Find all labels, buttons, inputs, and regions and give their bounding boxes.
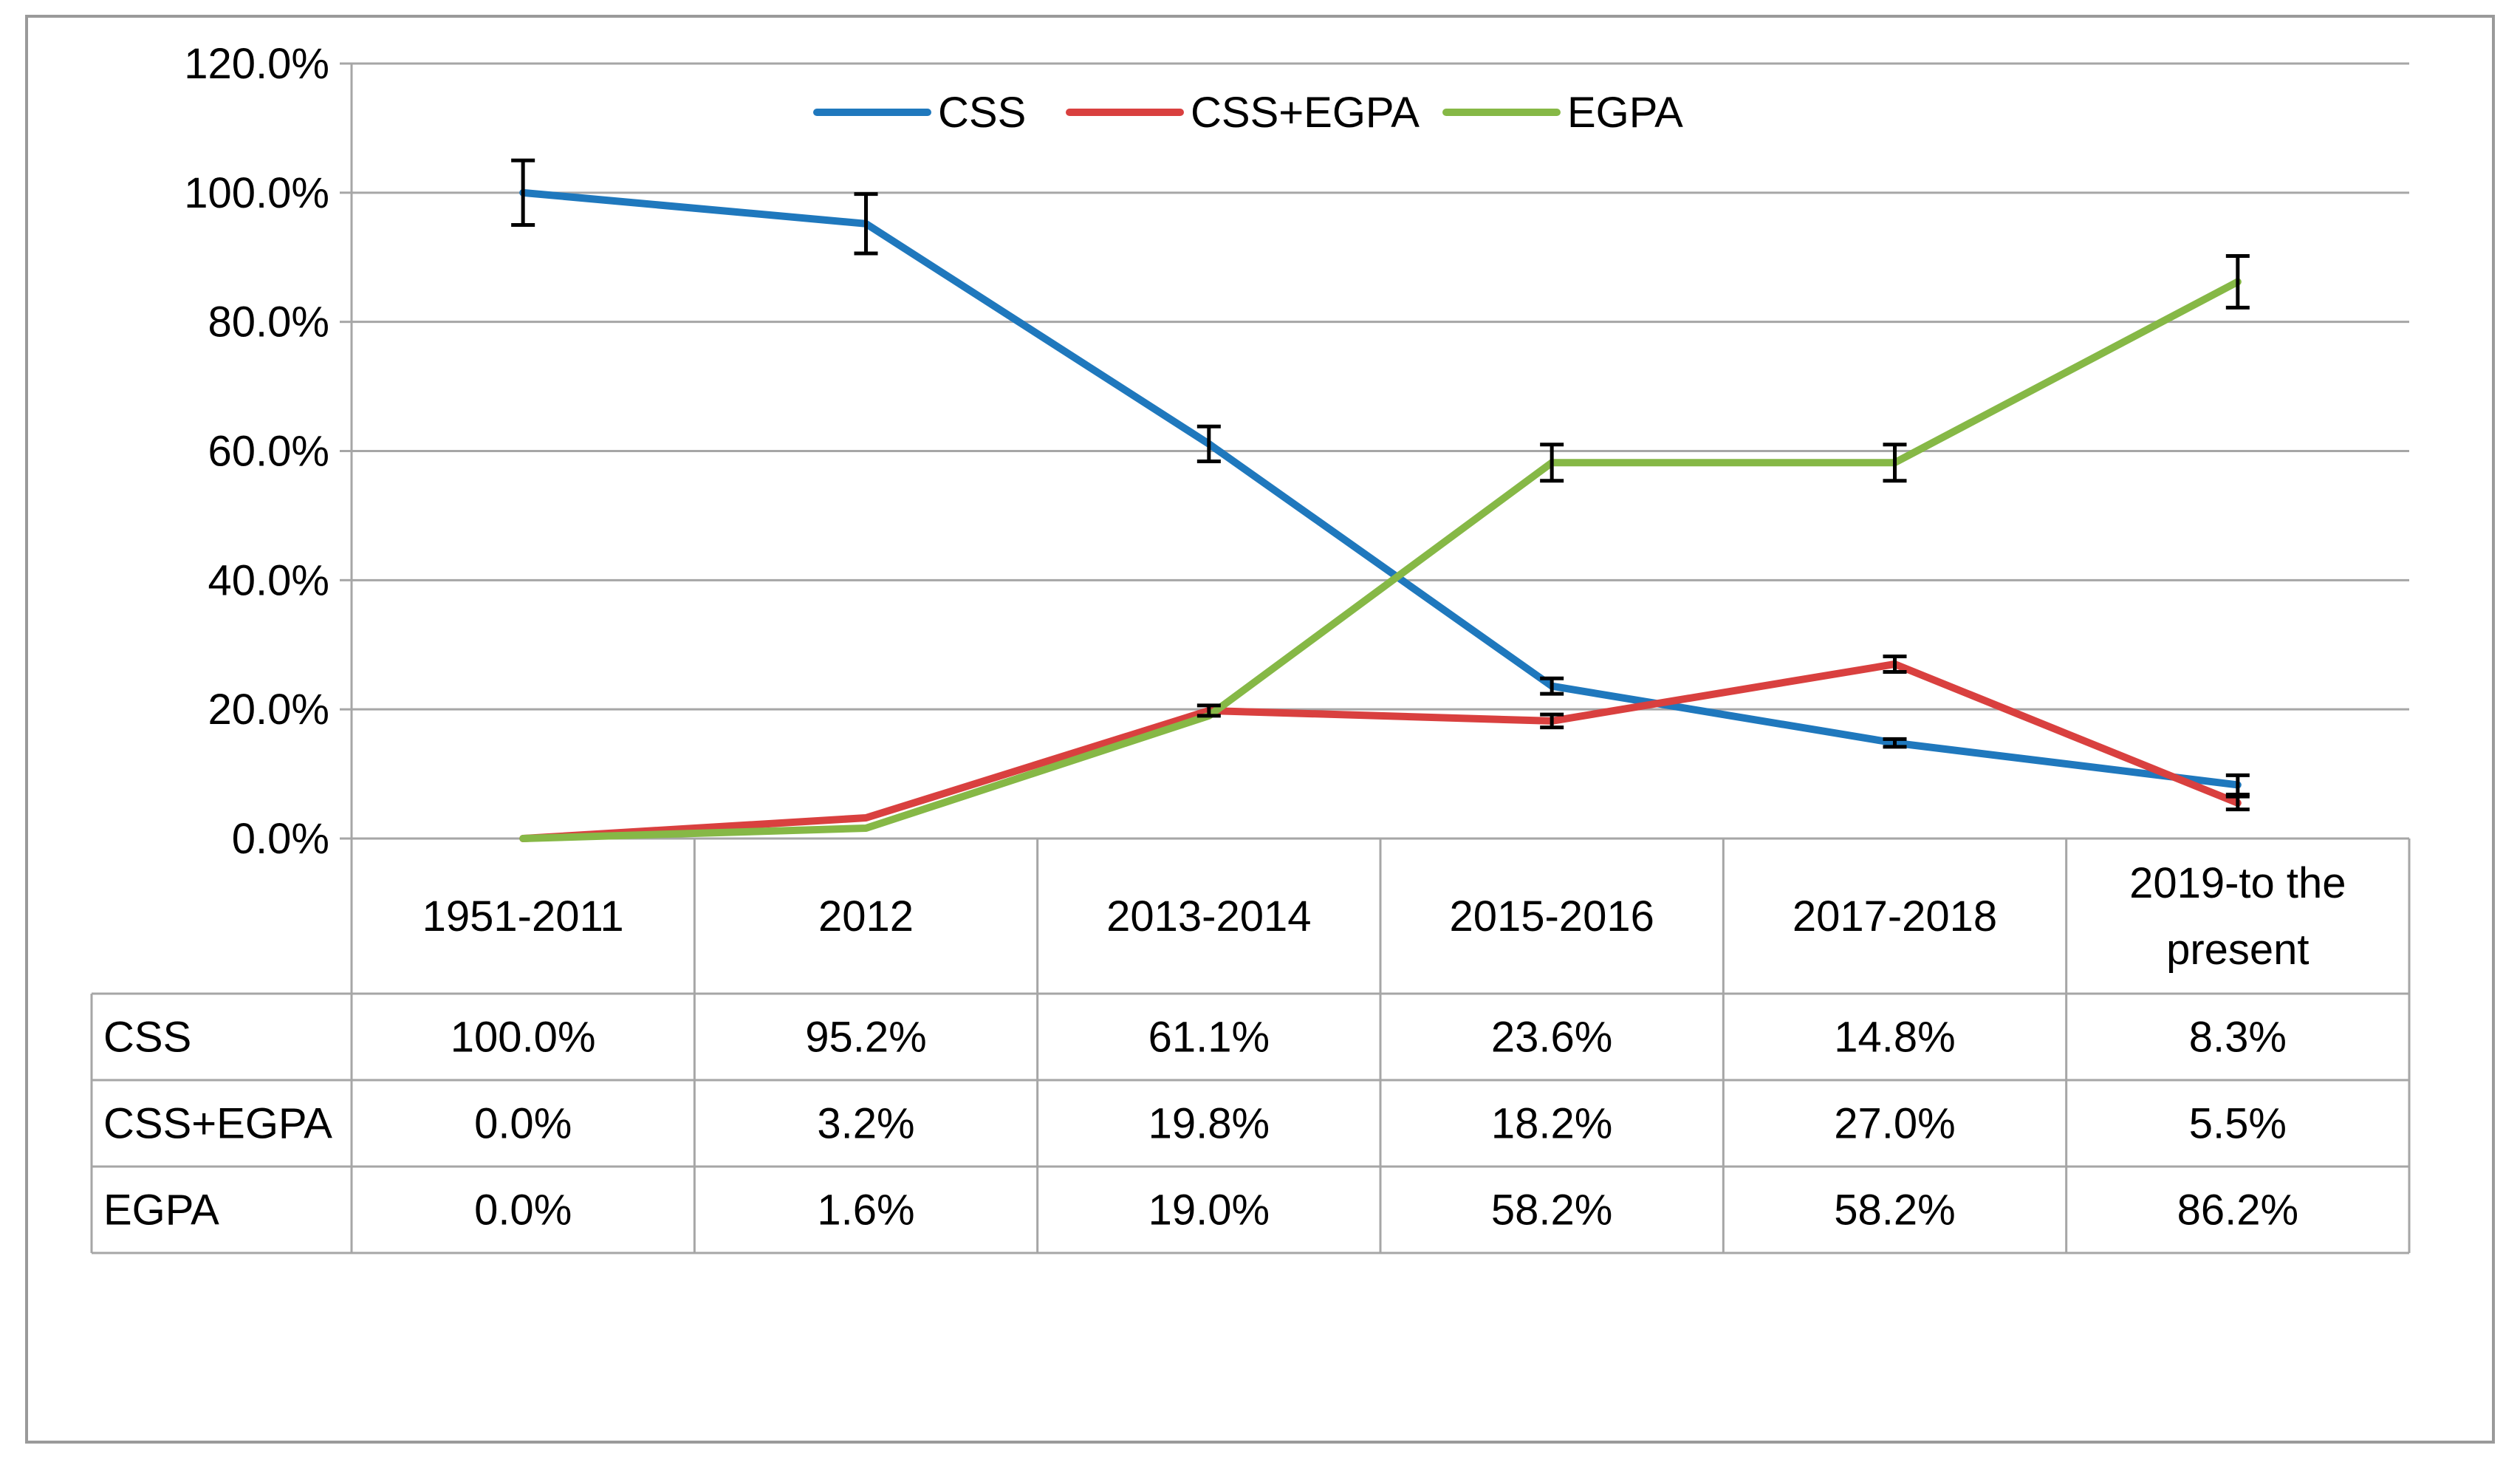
table-value-cell: 19.0% — [1148, 1186, 1270, 1235]
category-label: 2015-2016 — [1449, 892, 1654, 940]
table-value-cell: 27.0% — [1834, 1100, 1955, 1148]
table-value-cell: 61.1% — [1148, 1014, 1270, 1062]
table-series-name: CSS+EGPA — [103, 1100, 332, 1148]
legend-label: CSS — [938, 89, 1026, 137]
category-label: 1951-2011 — [422, 892, 624, 940]
category-label: 2017-2018 — [1793, 892, 1997, 940]
series-line — [519, 278, 2242, 842]
data-table: 1951-2011 2012 2013-2014 2015-2016 2017-2018… — [90, 837, 2411, 1254]
table-value-cell: 86.2% — [2177, 1186, 2298, 1235]
table-value-cell: 18.2% — [1491, 1100, 1612, 1148]
table-value-cell: 5.5% — [2189, 1100, 2287, 1148]
y-tick-label: 80.0% — [208, 298, 329, 346]
table-value-cell: 0.0% — [474, 1186, 572, 1235]
y-tick-label: 0.0% — [232, 815, 329, 863]
table-value-cell: 58.2% — [1491, 1186, 1612, 1235]
table-value-cell: 95.2% — [805, 1014, 926, 1062]
table-series-name: CSS — [103, 1014, 191, 1062]
series-line — [519, 188, 2242, 789]
table-value-cell: 19.8% — [1148, 1100, 1270, 1148]
y-tick-label: 20.0% — [208, 686, 329, 734]
category-label: present — [2166, 926, 2309, 974]
category-label: 2019-to the — [2129, 859, 2346, 907]
series-line — [519, 660, 2242, 842]
legend-label: CSS+EGPA — [1191, 89, 1420, 137]
table-value-cell: 1.6% — [817, 1186, 914, 1235]
series-lines — [519, 188, 2242, 842]
table-value-cell: 8.3% — [2189, 1014, 2287, 1062]
category-label: 2012 — [818, 892, 914, 940]
table-series-name: EGPA — [103, 1186, 219, 1235]
table-value-cell: 58.2% — [1834, 1186, 1955, 1235]
y-tick-label: 60.0% — [208, 428, 329, 476]
y-tick-label: 100.0% — [184, 169, 329, 217]
category-label: 2013-2014 — [1106, 892, 1311, 940]
chart-frame — [25, 15, 2495, 1444]
legend-label: EGPA — [1567, 89, 1683, 137]
error-bars — [511, 158, 2250, 812]
table-value-cell: 100.0% — [451, 1014, 596, 1062]
table-value-cell: 3.2% — [817, 1100, 914, 1148]
table-value-cell: 14.8% — [1834, 1014, 1955, 1062]
y-tick-label: 40.0% — [208, 556, 329, 604]
y-axis: 0.0% 20.0% 40.0% 60.0% 80.0% 100.0% 120.0% — [184, 40, 353, 863]
table-value-cell: 23.6% — [1491, 1014, 1612, 1062]
table-value-cell: 0.0% — [474, 1100, 572, 1148]
y-tick-label: 120.0% — [184, 40, 329, 88]
legend: CSS CSS+EGPA EGPA — [813, 89, 1683, 137]
